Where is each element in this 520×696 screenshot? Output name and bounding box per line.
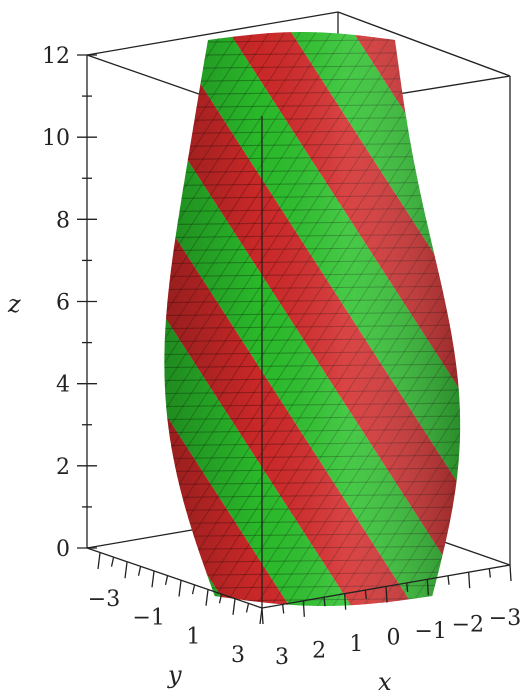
y-tick [110, 557, 115, 567]
y-tick [245, 603, 250, 613]
x-tick-label: 2 [312, 639, 326, 664]
y-tick-label: 1 [186, 624, 200, 649]
x-tick-label: −1 [414, 619, 446, 644]
y-tick [218, 594, 223, 604]
x-tick [364, 590, 367, 600]
y-tick-label: 3 [231, 643, 245, 668]
mesh-line [490, 0, 520, 696]
z-axis: 0 2 4 6 8 10 12 [42, 44, 97, 562]
x-tick-label: 3 [275, 645, 289, 670]
z-tick-label: 4 [56, 373, 70, 398]
helix-band [0, 0, 164, 696]
mesh-line [458, 32, 461, 606]
y-tick [232, 598, 236, 615]
z-tick-label: 12 [42, 44, 70, 69]
y-axis-label: y [167, 661, 182, 689]
x-tick [385, 586, 388, 603]
helix-band [0, 0, 40, 696]
y-tick [164, 575, 169, 586]
x-tick [344, 593, 347, 610]
mesh-line [0, 0, 89, 696]
x-tick-label: −2 [452, 613, 484, 638]
y-tick [191, 584, 196, 595]
z-tick-label: 6 [56, 291, 70, 316]
x-tick [426, 579, 429, 596]
y-tick [124, 562, 128, 579]
x-tick-label: −3 [489, 606, 520, 631]
mesh-line [474, 0, 520, 696]
z-tick-label: 2 [56, 455, 70, 480]
z-axis-label: z [7, 290, 21, 318]
mesh-line [0, 0, 58, 696]
y-tick [137, 566, 142, 576]
mesh-line [0, 0, 42, 696]
y-tick [151, 571, 155, 588]
y-tick [97, 552, 101, 570]
x-tick [406, 582, 409, 592]
mesh-line [505, 0, 520, 696]
mesh-line [0, 0, 73, 696]
x-tick [323, 597, 326, 607]
y-axis: −3 −1 1 3 [88, 552, 263, 668]
y-tick-label: −3 [88, 587, 120, 612]
x-tick [302, 600, 305, 617]
mesh-line [0, 0, 151, 696]
x-axis: 3 2 1 0 −1 −2 −3 [261, 564, 520, 670]
y-tick [205, 589, 209, 606]
y-tick-label: −1 [132, 606, 164, 631]
x-tick [447, 575, 450, 585]
y-tick [178, 580, 182, 597]
x-tick [488, 568, 491, 578]
x-tick [468, 572, 471, 589]
z-tick-label: 8 [56, 208, 70, 233]
x-tick-label: 1 [349, 632, 363, 657]
z-tick-label: 0 [56, 537, 70, 562]
mesh-line [442, 32, 461, 606]
ring-line [120, 26, 470, 30]
x-tick [509, 564, 512, 582]
x-tick [282, 604, 285, 614]
z-tick-label: 10 [42, 126, 70, 151]
x-tick-label: 0 [387, 626, 401, 651]
mesh-line [164, 32, 167, 606]
mesh-line [0, 0, 27, 696]
x-axis-label: x [378, 668, 392, 696]
x-tick [261, 607, 264, 625]
mesh-line [0, 0, 11, 696]
